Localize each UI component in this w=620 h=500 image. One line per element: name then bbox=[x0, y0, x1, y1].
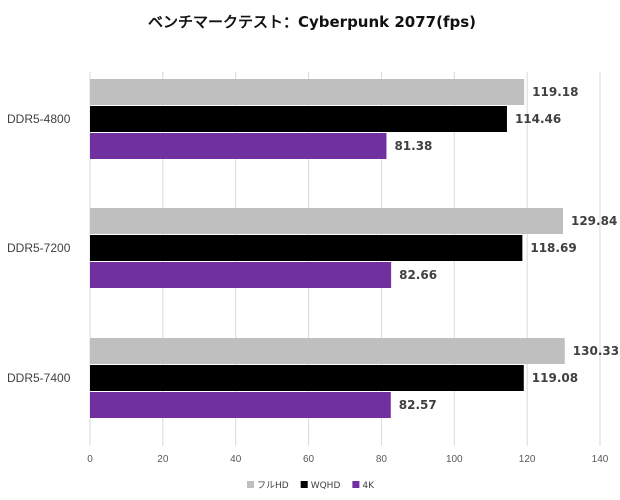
legend-label: フルHD bbox=[257, 481, 289, 491]
bar bbox=[90, 262, 392, 288]
x-tick-label: 40 bbox=[230, 454, 242, 465]
x-tick-label: 80 bbox=[376, 454, 388, 465]
category-label: DDR5-7200 bbox=[7, 241, 71, 255]
category-label: DDR5-7400 bbox=[7, 371, 71, 385]
x-tick-label: 100 bbox=[446, 454, 463, 465]
data-label: 81.38 bbox=[394, 139, 432, 153]
bar bbox=[90, 106, 507, 132]
data-label: 118.69 bbox=[530, 241, 576, 255]
category-label: DDR5-4800 bbox=[7, 112, 71, 126]
data-label: 129.84 bbox=[571, 214, 617, 228]
data-label: 130.33 bbox=[573, 344, 619, 358]
bar bbox=[90, 235, 523, 261]
legend-swatch bbox=[352, 481, 360, 488]
x-tick-label: 140 bbox=[592, 454, 609, 465]
legend-swatch bbox=[300, 481, 308, 488]
data-label: 114.46 bbox=[515, 112, 561, 126]
legend-swatch bbox=[247, 481, 254, 488]
data-label: 82.57 bbox=[399, 398, 437, 412]
bar bbox=[90, 338, 565, 364]
legend-label: 4K bbox=[362, 481, 375, 491]
x-tick-label: 20 bbox=[157, 454, 169, 465]
data-label: 82.66 bbox=[399, 268, 437, 282]
legend-label: WQHD bbox=[311, 481, 341, 491]
bar bbox=[90, 392, 391, 418]
x-tick-label: 120 bbox=[519, 454, 536, 465]
bar bbox=[90, 79, 525, 105]
category-labels: DDR5-4800 DDR5-7200 DDR5-7400 bbox=[7, 112, 71, 385]
chart-title: ベンチマークテスト：Cyberpunk 2077(fps) bbox=[148, 13, 476, 31]
data-label: 119.08 bbox=[532, 371, 578, 385]
data-labels: 119.18 114.46 81.38 129.84 118.69 82.66 130.33… bbox=[394, 85, 619, 412]
bar bbox=[90, 208, 563, 234]
data-label: 119.18 bbox=[532, 85, 578, 99]
x-tick-label: 0 bbox=[87, 454, 93, 465]
x-axis-ticks: 0 20 40 60 80 100 120 140 bbox=[87, 454, 609, 465]
bars bbox=[90, 79, 565, 418]
bar bbox=[90, 365, 524, 391]
bar bbox=[90, 133, 387, 159]
x-tick-label: 60 bbox=[303, 454, 315, 465]
legend: フルHD WQHD 4K bbox=[247, 481, 375, 491]
